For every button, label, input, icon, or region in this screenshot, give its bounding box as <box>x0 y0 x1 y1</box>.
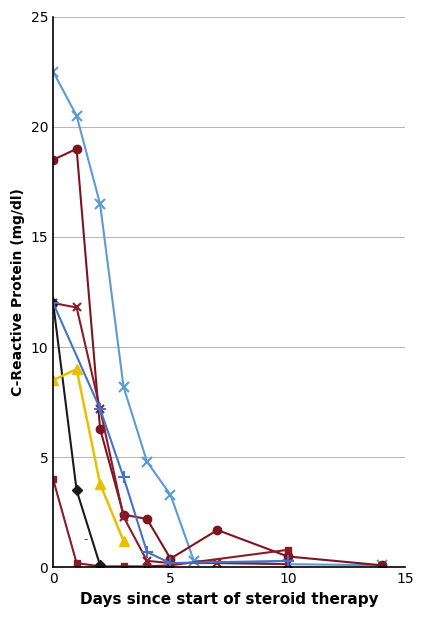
blue_plus <box>51 299 56 307</box>
darkred_square <box>285 546 290 554</box>
Line: black_diamond: black_diamond <box>50 300 104 569</box>
blue_x <box>121 383 126 391</box>
darkred_x <box>144 557 150 565</box>
blue_plus <box>144 548 150 556</box>
blue_plus <box>168 559 173 567</box>
blue_plus <box>97 405 102 413</box>
darkred_x <box>74 304 79 311</box>
darkred_circle <box>74 145 79 153</box>
darkred_circle <box>285 552 290 560</box>
Text: -: - <box>84 533 88 546</box>
darkred_square <box>97 562 102 570</box>
darkred_circle <box>168 555 173 562</box>
blue_x <box>191 557 196 565</box>
yellow_triangle <box>121 537 126 544</box>
Line: darkred_square: darkred_square <box>50 476 291 570</box>
Line: darkred_x: darkred_x <box>49 299 292 569</box>
darkred_circle <box>379 562 384 569</box>
darkred_x <box>285 561 290 568</box>
darkred_x <box>51 299 56 307</box>
darkred_circle <box>121 511 126 519</box>
darkred_square <box>74 559 79 567</box>
Line: darkred_circle: darkred_circle <box>49 145 386 569</box>
blue_x <box>74 112 79 119</box>
darkred_x <box>215 559 220 567</box>
darkred_circle <box>51 156 56 164</box>
blue_x <box>379 562 384 569</box>
blue_plus <box>285 557 290 565</box>
blue_x <box>97 200 102 208</box>
blue_x <box>144 458 150 465</box>
darkred_square <box>168 562 173 569</box>
darkred_square <box>144 562 150 570</box>
blue_x <box>285 561 290 568</box>
Line: blue_plus: blue_plus <box>48 297 293 569</box>
black_diamond <box>74 486 79 494</box>
blue_plus <box>121 473 126 481</box>
black_diamond <box>51 299 56 307</box>
blue_x <box>168 491 173 499</box>
darkred_square <box>121 562 126 570</box>
darkred_x <box>121 513 126 520</box>
yellow_triangle <box>97 480 102 488</box>
Line: blue_x: blue_x <box>48 67 386 570</box>
darkred_circle <box>144 515 150 523</box>
Line: yellow_triangle: yellow_triangle <box>48 364 128 546</box>
darkred_x <box>168 559 173 567</box>
darkred_square <box>51 476 56 483</box>
X-axis label: Days since start of steroid therapy: Days since start of steroid therapy <box>80 592 378 607</box>
Y-axis label: C-Reactive Protein (mg/dl): C-Reactive Protein (mg/dl) <box>11 188 25 396</box>
darkred_x <box>97 405 102 413</box>
blue_x <box>51 68 56 75</box>
darkred_circle <box>215 527 220 534</box>
yellow_triangle <box>74 365 79 373</box>
yellow_triangle <box>51 376 56 384</box>
black_diamond <box>97 562 102 569</box>
darkred_circle <box>97 425 102 433</box>
